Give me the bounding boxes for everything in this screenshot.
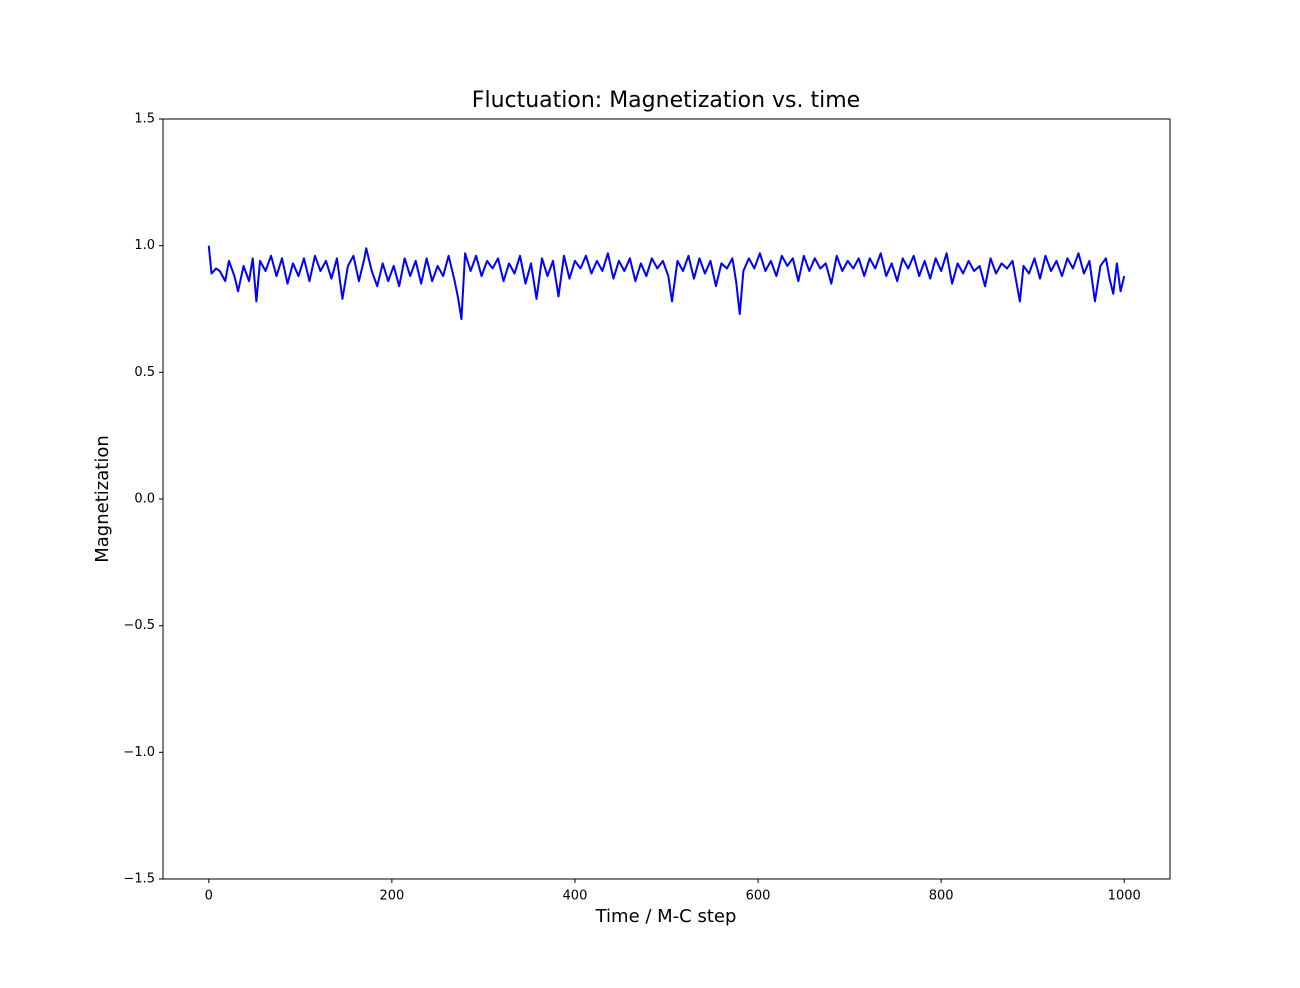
y-tick-label: −0.5 bbox=[123, 618, 155, 633]
x-tick-label: 0 bbox=[205, 889, 213, 904]
y-tick-label: −1.5 bbox=[123, 872, 155, 887]
y-tick-label: 1.5 bbox=[134, 112, 155, 127]
x-tick-label: 800 bbox=[929, 889, 954, 904]
x-tick-label: 600 bbox=[746, 889, 771, 904]
x-axis-label: Time / M-C step bbox=[595, 906, 737, 927]
x-tick-label: 1000 bbox=[1108, 889, 1141, 904]
y-tick-label: 1.0 bbox=[134, 238, 155, 253]
y-tick-label: 0.5 bbox=[134, 365, 155, 380]
chart-title: Fluctuation: Magnetization vs. time bbox=[472, 88, 860, 113]
y-axis-label: Magnetization bbox=[92, 435, 113, 563]
data-line bbox=[207, 245, 1126, 321]
x-tick-label: 200 bbox=[379, 889, 404, 904]
x-tick-label: 400 bbox=[563, 889, 588, 904]
y-tick-label: −1.0 bbox=[123, 745, 155, 760]
plot-frame bbox=[162, 118, 1171, 880]
y-tick-label: 0.0 bbox=[134, 492, 155, 507]
